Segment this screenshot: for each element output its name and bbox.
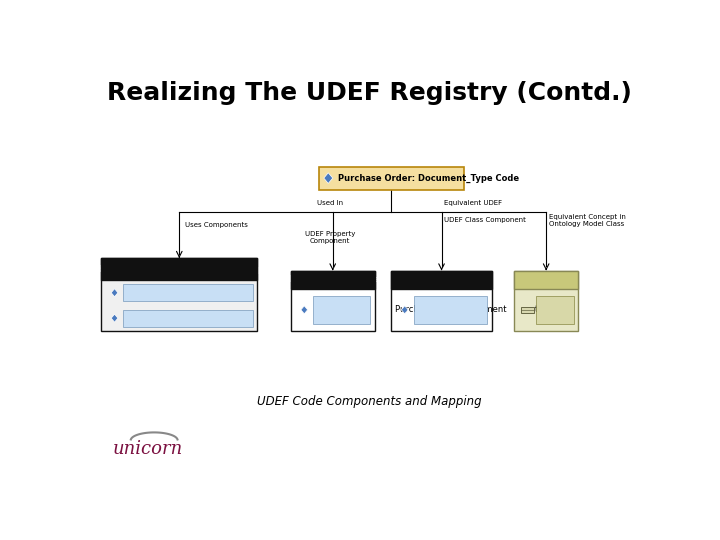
FancyBboxPatch shape: [124, 284, 253, 301]
Text: UDEFObjectComponent: UDEFObjectComponent: [391, 275, 492, 284]
Polygon shape: [401, 306, 408, 314]
FancyBboxPatch shape: [514, 271, 578, 331]
FancyBboxPatch shape: [101, 258, 258, 331]
FancyBboxPatch shape: [514, 271, 578, 289]
Text: Realizing The UDEF Registry (Contd.): Realizing The UDEF Registry (Contd.): [107, 82, 631, 105]
FancyBboxPatch shape: [101, 258, 258, 280]
Text: Property: Property: [526, 275, 567, 284]
Text: UDEFPropertyComponent: UDEFPropertyComponent: [277, 275, 388, 284]
Text: Purchase Order Document: Purchase Order Document: [395, 305, 506, 314]
FancyBboxPatch shape: [392, 271, 492, 331]
Text: Equivalent UDEF: Equivalent UDEF: [444, 200, 503, 206]
FancyBboxPatch shape: [124, 310, 253, 327]
FancyBboxPatch shape: [291, 271, 374, 331]
FancyBboxPatch shape: [392, 271, 492, 289]
Text: UDEF Class Component: UDEF Class Component: [444, 217, 526, 222]
Text: Purchase Order: Document_Type Code: Purchase Order: Document_Type Code: [338, 173, 519, 183]
FancyBboxPatch shape: [414, 296, 487, 324]
Text: Type Code: Type Code: [166, 314, 210, 323]
Polygon shape: [324, 173, 333, 184]
Text: UDEF Code Components and Mapping: UDEF Code Components and Mapping: [257, 395, 481, 408]
FancyBboxPatch shape: [291, 271, 374, 289]
Text: unicorn: unicorn: [112, 441, 183, 458]
FancyBboxPatch shape: [536, 296, 574, 324]
Polygon shape: [111, 314, 118, 322]
FancyBboxPatch shape: [521, 307, 534, 313]
Polygon shape: [111, 289, 118, 296]
Text: Uses Components: Uses Components: [185, 222, 248, 228]
Text: Purchase Order Document: Purchase Order Document: [132, 288, 244, 297]
Text: UDEFObjectComponent , UDEFPropertyComponent: UDEFObjectComponent , UDEFPropertyCompon…: [69, 265, 289, 274]
Text: Used In: Used In: [317, 200, 343, 206]
Text: Type Code: Type Code: [320, 305, 364, 314]
Polygon shape: [301, 306, 307, 314]
Text: typeCode: typeCode: [535, 305, 575, 314]
Text: Equivalent Concept in
Ontology Model Class: Equivalent Concept in Ontology Model Cla…: [549, 214, 626, 227]
FancyBboxPatch shape: [313, 296, 370, 324]
Text: UDEF Property
Component: UDEF Property Component: [305, 231, 355, 244]
FancyBboxPatch shape: [319, 167, 464, 190]
